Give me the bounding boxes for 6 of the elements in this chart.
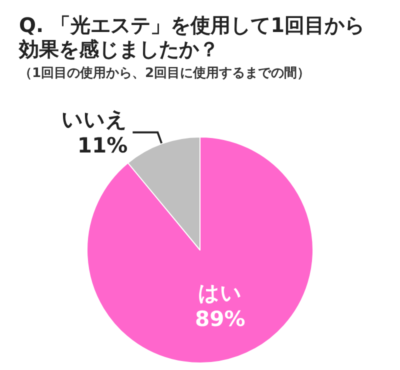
chart-title: Q. 「光エステ」を使用して1回目から効果を感じましたか？ (18, 13, 364, 61)
slice-label: いいえ (62, 107, 128, 132)
slice-label: はい (198, 280, 242, 305)
chart-subtitle: （1回目の使用から、2回目に使用するまでの間） (19, 66, 310, 81)
data-label: 89% (195, 306, 246, 331)
data-label: 11% (77, 133, 128, 158)
